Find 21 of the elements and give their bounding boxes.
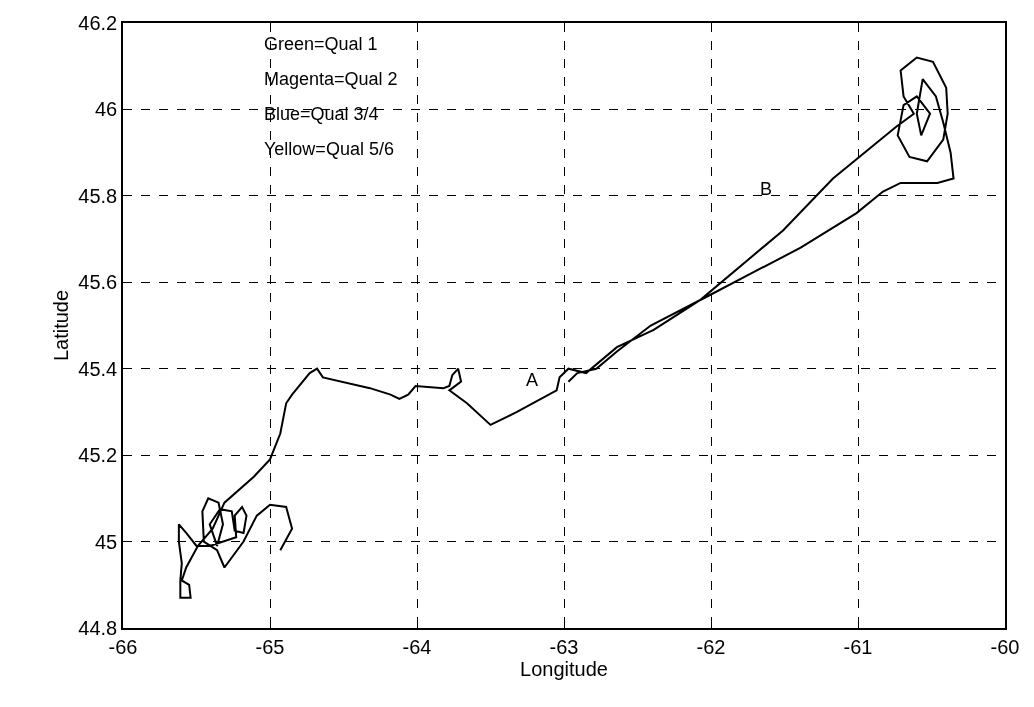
y-tick-label: 46 — [95, 98, 118, 121]
y-tick-label: 45.6 — [78, 271, 118, 294]
annotation: B — [760, 179, 773, 199]
x-tick-label: -61 — [843, 635, 873, 658]
annotation: A — [526, 370, 539, 390]
x-tick-label: -65 — [255, 635, 285, 658]
annotation: Magenta=Qual 2 — [264, 69, 398, 89]
x-tick-label: -63 — [549, 635, 579, 658]
annotation: Green=Qual 1 — [264, 34, 378, 54]
x-tick-label: -60 — [990, 635, 1020, 658]
x-tick-label: -62 — [696, 635, 726, 658]
y-tick-label: 45 — [95, 530, 118, 553]
annotation: Yellow=Qual 5/6 — [264, 139, 394, 159]
x-tick-label: -64 — [402, 635, 432, 658]
y-tick-label: 45.8 — [78, 184, 118, 207]
y-tick-label: 45.2 — [78, 444, 118, 467]
y-tick-label: 46.2 — [78, 12, 118, 34]
x-axis-title: Longitude — [520, 657, 608, 680]
annotation: Blue=Qual 3/4 — [264, 104, 379, 124]
y-tick-label: 45.4 — [78, 357, 118, 380]
y-axis-title: Latitude — [50, 289, 73, 362]
